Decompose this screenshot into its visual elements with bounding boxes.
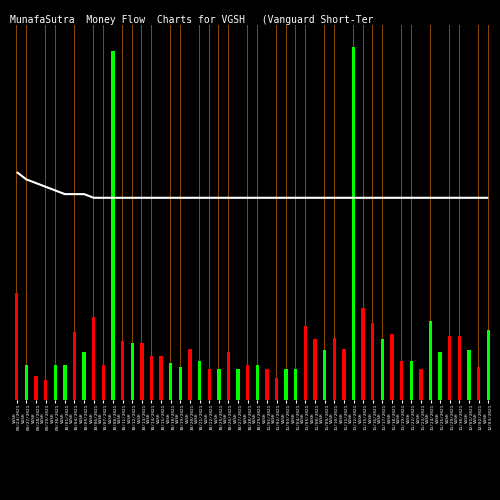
Bar: [150, 356, 153, 400]
Bar: [468, 350, 470, 400]
Bar: [228, 25, 229, 400]
Bar: [314, 340, 316, 400]
Text: MunafaSutra  Money Flow  Charts for VGSH: MunafaSutra Money Flow Charts for VGSH: [10, 15, 245, 25]
Bar: [266, 25, 268, 400]
Bar: [448, 336, 452, 400]
Bar: [486, 330, 490, 400]
Bar: [209, 25, 210, 400]
Bar: [380, 340, 384, 400]
Text: (Vanguard Short-Ter: (Vanguard Short-Ter: [250, 15, 374, 25]
Bar: [208, 369, 211, 400]
Bar: [266, 369, 268, 400]
Bar: [169, 363, 172, 400]
Bar: [275, 378, 278, 400]
Bar: [44, 380, 48, 400]
Bar: [122, 25, 123, 400]
Bar: [342, 348, 345, 400]
Bar: [227, 352, 230, 400]
Bar: [304, 326, 307, 400]
Bar: [82, 352, 86, 400]
Bar: [198, 362, 202, 400]
Bar: [390, 334, 394, 400]
Bar: [64, 25, 65, 400]
Bar: [458, 336, 461, 400]
Bar: [112, 25, 114, 400]
Bar: [468, 25, 469, 400]
Bar: [160, 25, 162, 400]
Bar: [160, 356, 163, 400]
Bar: [217, 369, 220, 400]
Bar: [353, 25, 354, 400]
Bar: [459, 25, 460, 400]
Bar: [276, 25, 277, 400]
Bar: [170, 25, 171, 400]
Bar: [363, 25, 364, 400]
Bar: [92, 318, 96, 400]
Bar: [372, 25, 373, 400]
Bar: [16, 25, 17, 400]
Bar: [246, 365, 250, 400]
Bar: [314, 25, 316, 400]
Bar: [430, 25, 431, 400]
Bar: [140, 343, 143, 400]
Bar: [323, 350, 326, 400]
Bar: [130, 343, 134, 400]
Bar: [63, 365, 66, 400]
Bar: [411, 25, 412, 400]
Bar: [477, 367, 480, 400]
Bar: [257, 25, 258, 400]
Bar: [188, 348, 192, 400]
Bar: [121, 341, 124, 400]
Bar: [419, 369, 422, 400]
Bar: [371, 323, 374, 400]
Bar: [324, 25, 325, 400]
Bar: [284, 369, 288, 400]
Bar: [400, 362, 404, 400]
Bar: [294, 369, 298, 400]
Bar: [102, 365, 105, 400]
Bar: [34, 376, 37, 400]
Bar: [332, 338, 336, 400]
Bar: [199, 25, 200, 400]
Bar: [54, 365, 57, 400]
Bar: [352, 47, 355, 400]
Bar: [74, 25, 75, 400]
Bar: [151, 25, 152, 400]
Bar: [236, 369, 240, 400]
Bar: [420, 25, 421, 400]
Bar: [478, 25, 479, 400]
Bar: [24, 365, 28, 400]
Bar: [362, 308, 365, 400]
Bar: [256, 365, 259, 400]
Bar: [410, 362, 413, 400]
Bar: [178, 367, 182, 400]
Bar: [218, 25, 219, 400]
Bar: [305, 25, 306, 400]
Bar: [15, 294, 18, 400]
Bar: [112, 50, 114, 400]
Bar: [429, 321, 432, 400]
Bar: [103, 25, 104, 400]
Bar: [438, 352, 442, 400]
Bar: [73, 332, 76, 400]
Bar: [55, 25, 56, 400]
